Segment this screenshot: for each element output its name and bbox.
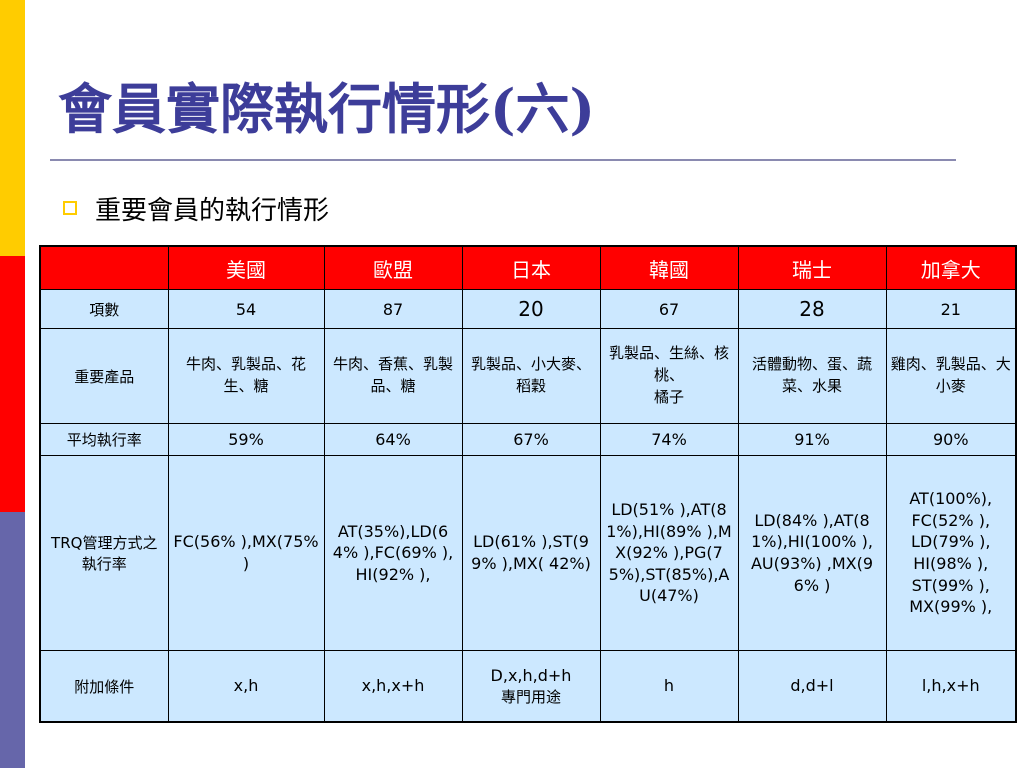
cell-conditions-switzerland: d,d+l xyxy=(737,650,887,723)
cell-line: LD(51% ),AT(81%),HI(89% ),MX(92% ),PG(75… xyxy=(606,500,732,606)
row-label-rate: 平均執行率 xyxy=(39,423,169,456)
cell-line: l,h,x+h xyxy=(921,676,980,696)
title-divider xyxy=(50,159,956,161)
cell-items-korea: 67 xyxy=(599,289,739,329)
cell-conditions-canada: l,h,x+h xyxy=(885,650,1017,723)
side-bar-yellow xyxy=(0,0,25,256)
cell-line: x,h xyxy=(233,676,259,696)
cell-products-canada: 雞肉、乳製品、大小麥 xyxy=(885,328,1017,424)
slide-title: 會員實際執行情形(六) xyxy=(58,77,596,141)
cell-conditions-eu: x,h,x+h xyxy=(323,650,463,723)
table-row: 平均執行率 59% 64% 67% 74% 91% 90% xyxy=(39,423,1017,456)
cell-line: LD(61% ),ST(99% ),MX( 42%) xyxy=(471,532,591,573)
table-row: 項數 54 87 20 67 28 21 xyxy=(39,289,1017,329)
cell-products-switzerland: 活體動物、蛋、蔬菜、水果 xyxy=(737,328,887,424)
cell-line: AT(35%),LD(64% ),FC(69% ),HI(92% ), xyxy=(332,521,454,584)
cell-items-canada: 21 xyxy=(885,289,1017,329)
cell-line: 乳製品、生絲、核桃、 xyxy=(608,344,729,385)
cell-trq-switzerland: LD(84% ),AT(81%),HI(100% ), AU(93%) ,MX(9… xyxy=(737,455,887,651)
header-cell-canada: 加拿大 xyxy=(885,245,1017,290)
cell-line: LD(84% ),AT(81%),HI(100% ), xyxy=(751,510,873,552)
cell-trq-usa: FC(56% ),MX(75% ) xyxy=(167,455,325,651)
table-header-row: 美國 歐盟 日本 韓國 瑞士 加拿大 xyxy=(39,245,1017,290)
cell-line: 牛肉、乳製品、花生、糖 xyxy=(185,355,306,395)
header-cell-korea: 韓國 xyxy=(599,245,739,290)
cell-items-usa: 54 xyxy=(167,289,325,329)
cell-line: 牛肉、香蕉、乳製品、糖 xyxy=(332,355,453,395)
side-bar-blue xyxy=(0,512,25,768)
header-cell-empty xyxy=(39,245,169,290)
cell-line: D,x,h,d+h xyxy=(490,666,572,686)
cell-products-eu: 牛肉、香蕉、乳製品、糖 xyxy=(323,328,463,424)
cell-products-japan: 乳製品、小大麥、稻穀 xyxy=(461,328,601,424)
cell-line: MX(99% ), xyxy=(909,597,993,617)
cell-trq-canada: AT(100%), FC(52% ), LD(79% ), HI(98% ), … xyxy=(885,455,1017,651)
cell-line: 乳製品、小大麥、稻穀 xyxy=(470,355,591,395)
cell-line: 橘子 xyxy=(653,387,684,406)
cell-trq-japan: LD(61% ),ST(99% ),MX( 42%) xyxy=(461,455,601,651)
cell-rate-switzerland: 91% xyxy=(737,423,887,456)
row-label-conditions: 附加條件 xyxy=(39,650,169,723)
header-cell-eu: 歐盟 xyxy=(323,245,463,290)
cell-line: x,h,x+h xyxy=(361,676,425,696)
table-row: 附加條件 x,h x,h,x+h D,x,h,d+h 專門用途 h d,d+l l… xyxy=(39,650,1017,723)
table-row: TRQ管理方式之執行率 FC(56% ),MX(75% ) AT(35%),LD… xyxy=(39,455,1017,651)
cell-line: FC(52% ), xyxy=(911,510,991,530)
header-cell-usa: 美國 xyxy=(167,245,325,290)
cell-products-usa: 牛肉、乳製品、花生、糖 xyxy=(167,328,325,424)
cell-line: 專門用途 xyxy=(500,687,561,706)
cell-line: h xyxy=(663,676,675,696)
cell-products-korea: 乳製品、生絲、核桃、橘子 xyxy=(599,328,739,424)
side-bar-red xyxy=(0,256,25,512)
cell-line: FC(56% ),MX(75% ) xyxy=(173,532,319,573)
cell-rate-korea: 74% xyxy=(599,423,739,456)
cell-conditions-usa: x,h xyxy=(167,650,325,723)
cell-line: d,d+l xyxy=(790,676,834,696)
table-row: 重要產品 牛肉、乳製品、花生、糖 牛肉、香蕉、乳製品、糖 乳製品、小大麥、稻穀 … xyxy=(39,328,1017,424)
row-label-trq: TRQ管理方式之執行率 xyxy=(39,455,169,651)
header-cell-japan: 日本 xyxy=(461,245,601,290)
cell-trq-eu: AT(35%),LD(64% ),FC(69% ),HI(92% ), xyxy=(323,455,463,651)
cell-items-japan: 20 xyxy=(461,289,601,329)
row-label-items: 項數 xyxy=(39,289,169,329)
square-bullet-icon xyxy=(63,201,77,215)
cell-line: 雞肉、乳製品、大小麥 xyxy=(890,355,1011,395)
cell-items-switzerland: 28 xyxy=(737,289,887,329)
cell-rate-japan: 67% xyxy=(461,423,601,456)
cell-conditions-japan: D,x,h,d+h 專門用途 xyxy=(461,650,601,723)
header-cell-switzerland: 瑞士 xyxy=(737,245,887,290)
row-label-products: 重要產品 xyxy=(39,328,169,424)
cell-conditions-korea: h xyxy=(599,650,739,723)
cell-items-eu: 87 xyxy=(323,289,463,329)
member-implementation-table: 美國 歐盟 日本 韓國 瑞士 加拿大 項數 54 87 20 67 28 21 … xyxy=(39,245,1017,723)
bullet-text: 重要會員的執行情形 xyxy=(95,195,330,226)
cell-line: ST(99% ), xyxy=(911,575,990,595)
cell-line: AU(93%) ,MX(96% ) xyxy=(750,554,874,595)
cell-line: AT(100%), xyxy=(909,489,993,509)
bullet-item: 重要會員的執行情形 xyxy=(63,190,329,226)
cell-rate-canada: 90% xyxy=(885,423,1017,456)
cell-line: LD(79% ), xyxy=(911,532,991,552)
cell-rate-eu: 64% xyxy=(323,423,463,456)
cell-line: HI(98% ), xyxy=(913,554,989,573)
cell-trq-korea: LD(51% ),AT(81%),HI(89% ),MX(92% ),PG(75… xyxy=(599,455,739,651)
cell-rate-usa: 59% xyxy=(167,423,325,456)
cell-line: 活體動物、蛋、蔬菜、水果 xyxy=(751,355,872,395)
